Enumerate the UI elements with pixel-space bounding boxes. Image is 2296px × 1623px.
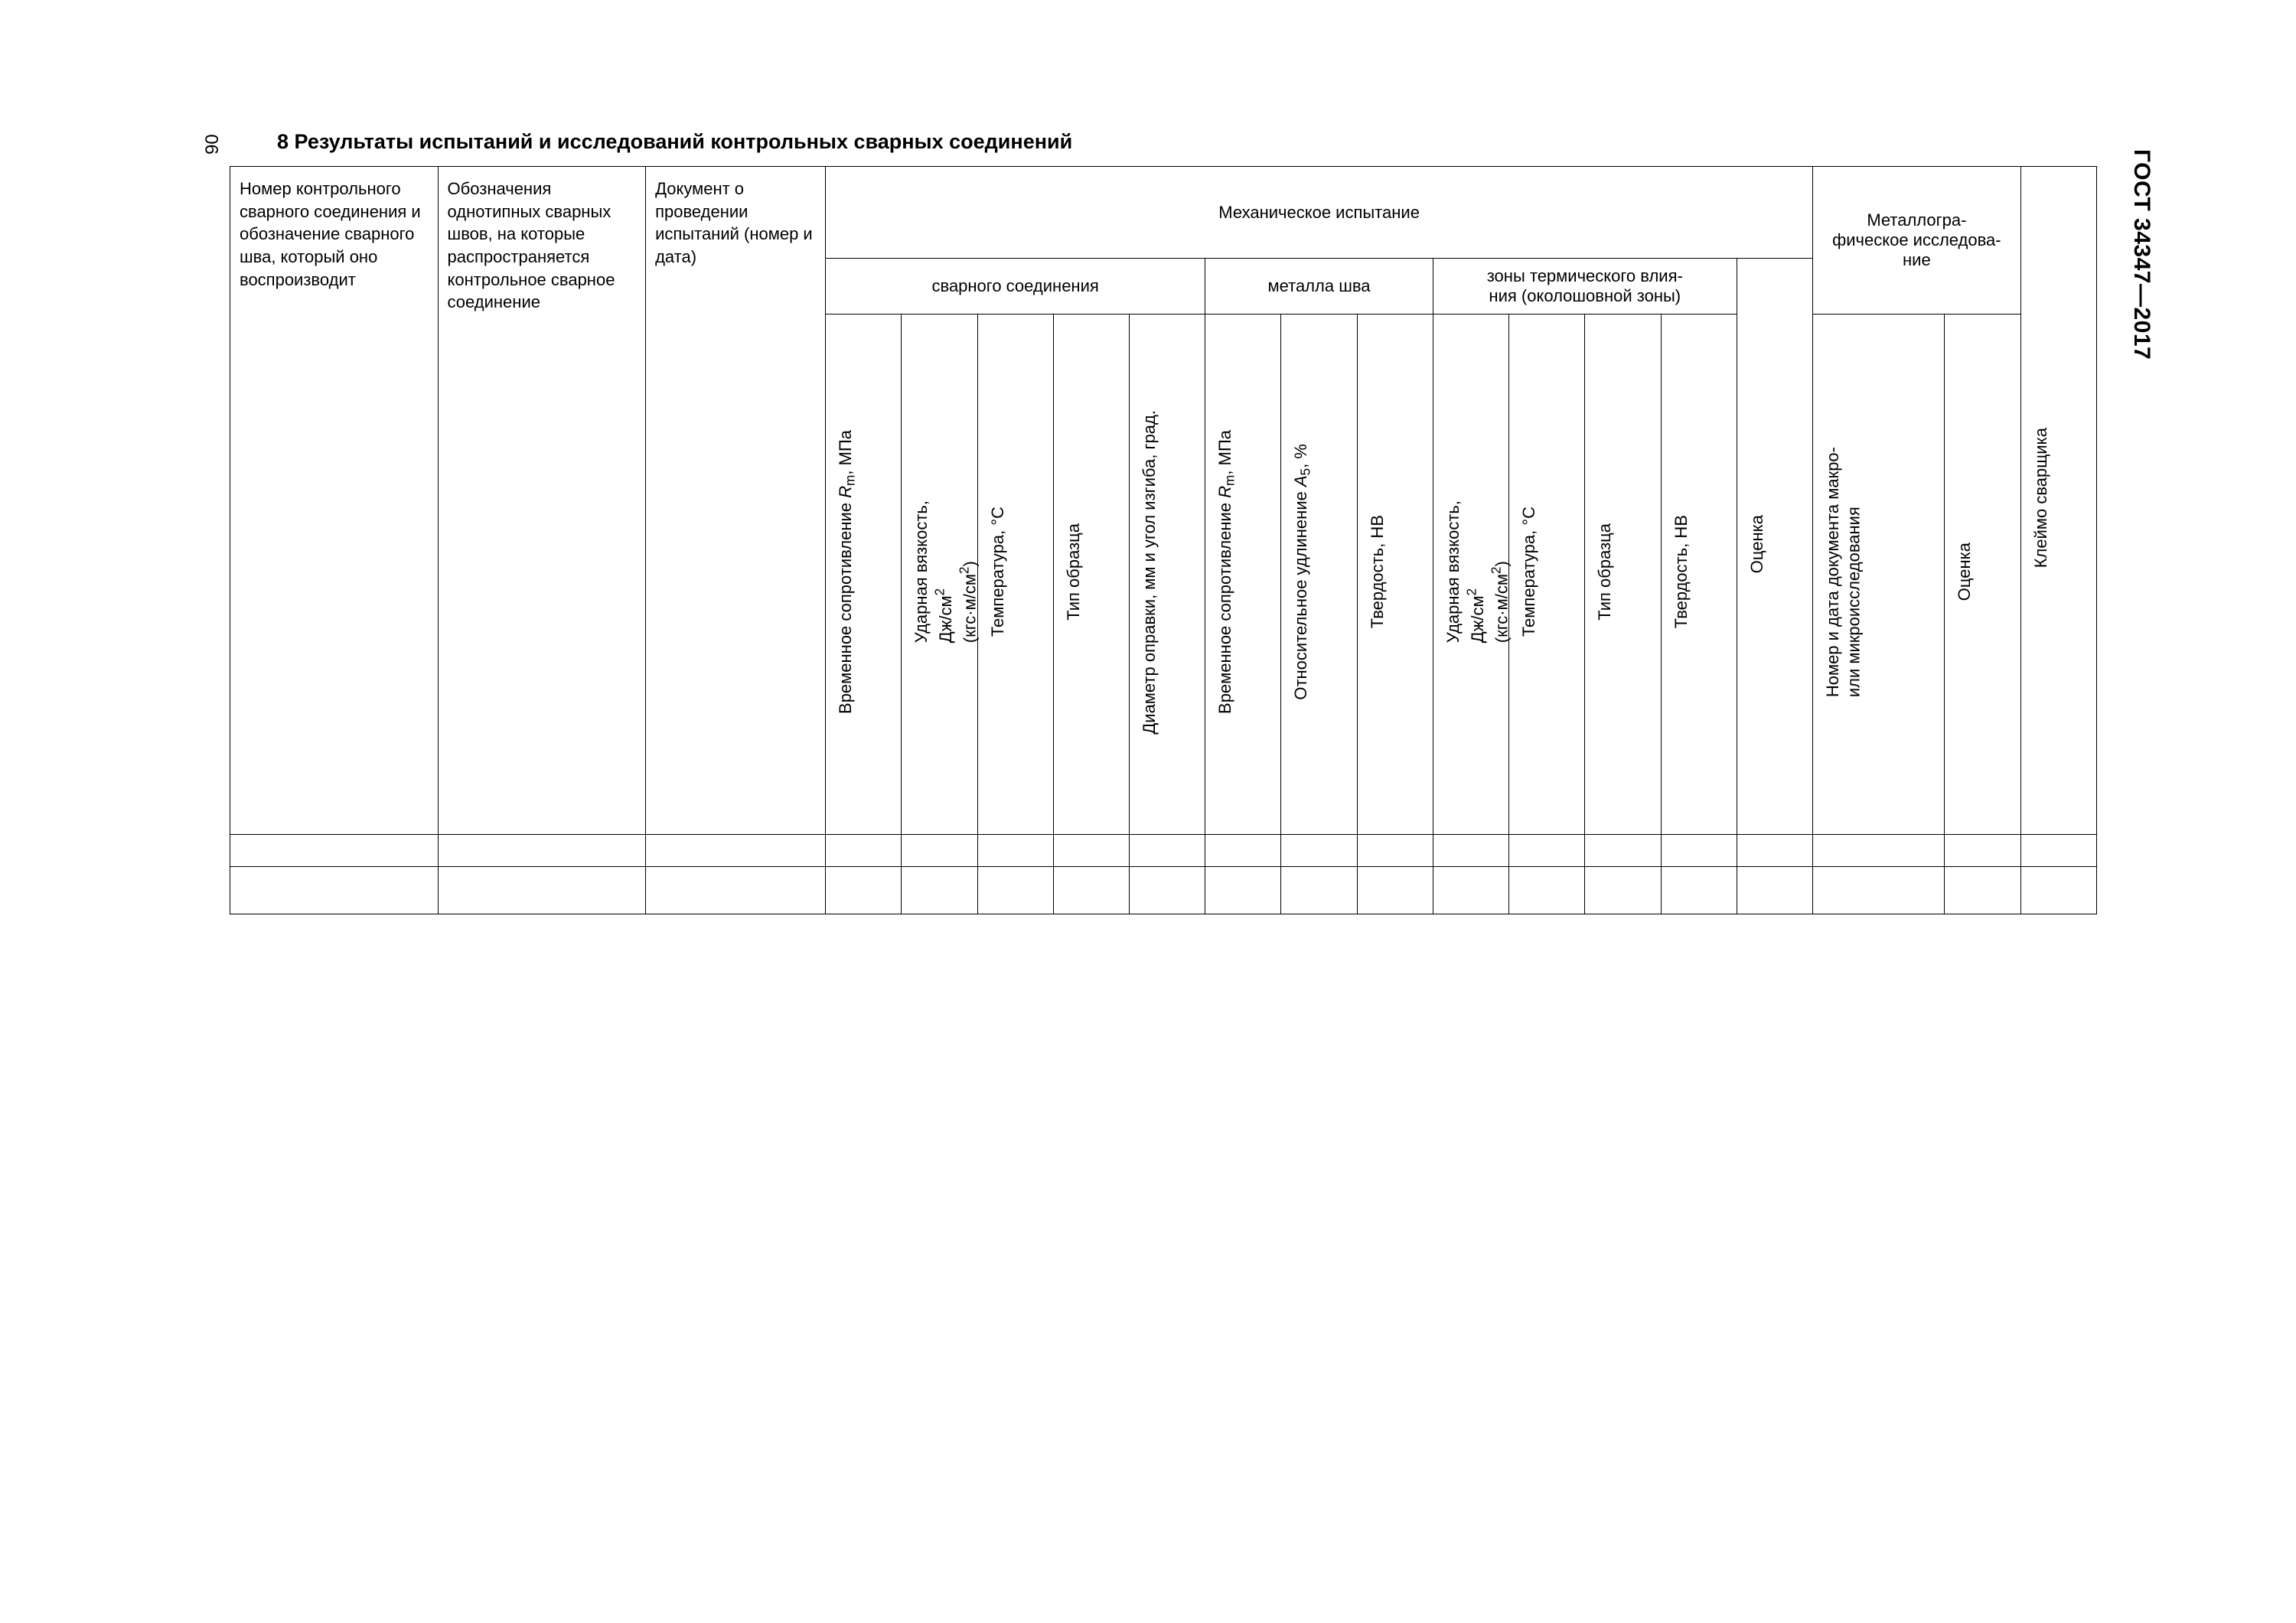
col-subgroup-weld-metal: металла шва [1205,259,1433,314]
col-header-hardness-haz: Твердость, НВ [1661,314,1737,835]
col-header-rm-metal: Временное сопротивление Rm, МПа [1205,314,1281,835]
col-group-mechanical: Механическое испытание [826,167,1813,259]
col-header-rm-joint: Временное сопротивление Rm, МПа [826,314,902,835]
document-id: ГОСТ 34347—2017 [2128,149,2154,360]
col-group-metallographic: Металлогра- фическое исследова- ние [1813,167,2021,314]
col-header-grade-metallo: Оценка [1945,314,2020,835]
col-header-grade-mech: Оценка [1737,259,1812,835]
col-header-temp-haz: Температура, °С [1509,314,1585,835]
col-header-hardness-metal: Твердость, НВ [1357,314,1433,835]
col-header-impact-haz: Ударная вязкость,Дж/см2(кгс·м/см2) [1433,314,1508,835]
results-table: Номер контрольного сварного соединения и… [230,166,2097,914]
col-header-welder-stamp: Клеймо сварщика [2020,167,2096,835]
col-subgroup-weld-joint: сварного соединения [826,259,1205,314]
col-header-macro-doc: Номер и дата документа макро- или микрои… [1813,314,1945,835]
page: 90 ГОСТ 34347—2017 8 Результаты испытани… [0,0,2296,1623]
col-header-elongation: Относительное удлинение A5, % [1281,314,1357,835]
col-header-temp-joint: Температура, °С [977,314,1053,835]
page-number: 90 [202,134,223,155]
col-header-spec-haz: Тип образца [1585,314,1661,835]
col-header-seam-designations: Обозначения однотипных сварных швов, на … [438,167,646,835]
col-header-test-document: Документ о проведении испытаний (номер и… [646,167,826,835]
col-subgroup-haz: зоны термического влия- ния (околошовной… [1433,259,1737,314]
section-title: 8 Результаты испытаний и исследований ко… [277,130,2097,154]
col-header-impact-joint: Ударная вязкость,Дж/см2(кгс·м/см2) [902,314,977,835]
table-row [230,867,2097,914]
col-header-spec-joint: Тип образца [1053,314,1129,835]
table-row [230,835,2097,867]
col-header-joint-number: Номер контрольного сварного соединения и… [230,167,439,835]
col-header-mandrel: Диаметр оправки, мм и угол изгиба, град. [1129,314,1205,835]
